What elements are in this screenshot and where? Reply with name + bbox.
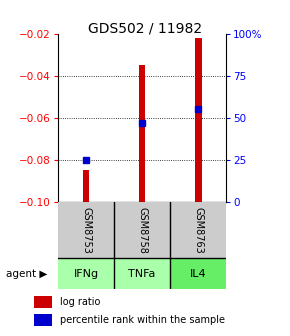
Text: GDS502 / 11982: GDS502 / 11982 <box>88 22 202 36</box>
Text: IFNg: IFNg <box>73 269 99 279</box>
Bar <box>34 314 52 326</box>
Bar <box>58 258 114 289</box>
Bar <box>114 258 170 289</box>
Text: percentile rank within the sample: percentile rank within the sample <box>60 316 225 325</box>
Text: agent ▶: agent ▶ <box>6 269 47 279</box>
Text: TNFa: TNFa <box>128 269 156 279</box>
Bar <box>83 170 89 202</box>
Text: GSM8758: GSM8758 <box>137 207 147 253</box>
Text: log ratio: log ratio <box>60 297 100 307</box>
Text: GSM8753: GSM8753 <box>81 207 91 253</box>
Bar <box>139 65 146 202</box>
Text: IL4: IL4 <box>190 269 206 279</box>
Bar <box>58 202 114 258</box>
Bar <box>34 296 52 308</box>
Bar <box>170 202 226 258</box>
Bar <box>170 258 226 289</box>
Bar <box>114 202 170 258</box>
Bar <box>195 38 202 202</box>
Text: GSM8763: GSM8763 <box>193 207 203 253</box>
